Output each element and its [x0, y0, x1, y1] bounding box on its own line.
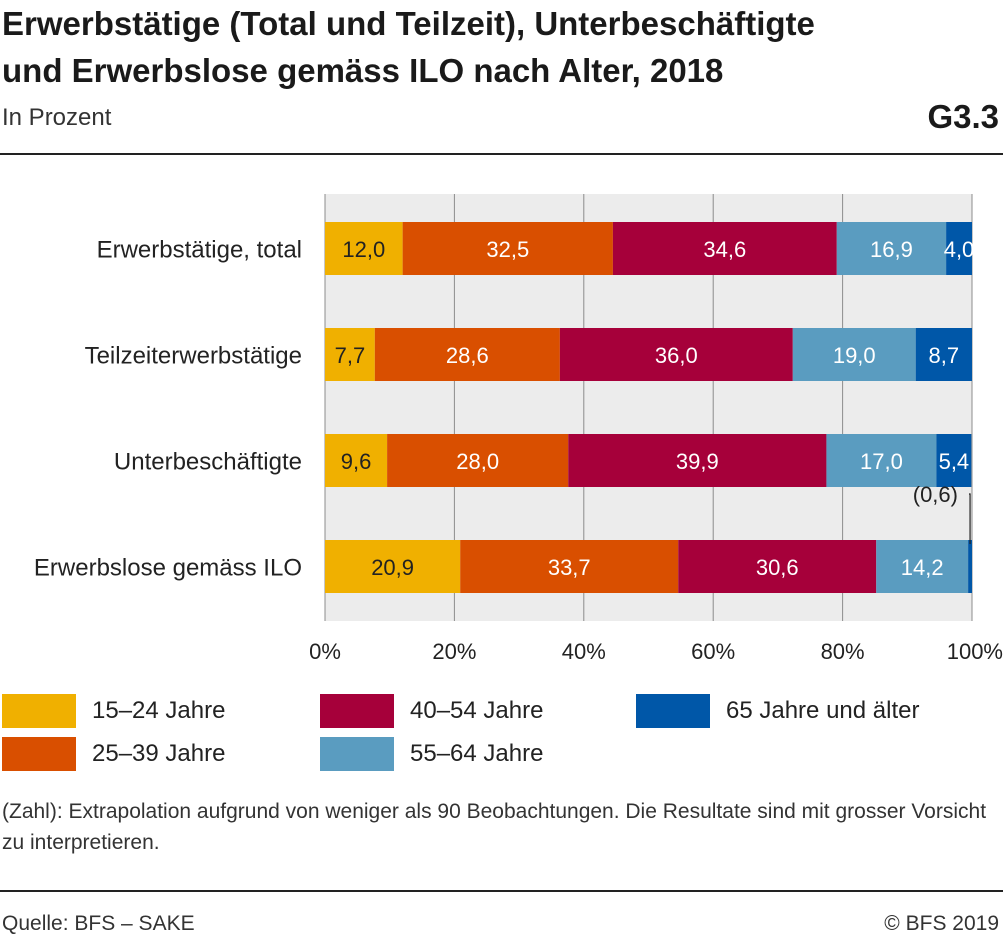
data-label: 28,0 [456, 449, 499, 474]
bar-segment [325, 222, 403, 275]
chart-title-line-1: Erwerbstätige (Total und Teilzeit), Unte… [2, 5, 815, 42]
bar-segment [836, 222, 947, 275]
category-label: Teilzeiterwerbstätige [85, 343, 302, 370]
data-label-callout: (0,6) [913, 482, 958, 507]
chart-title: Erwerbstätige (Total und Teilzeit), Unte… [2, 0, 992, 94]
bar-segment [374, 328, 560, 381]
bar-segment [325, 328, 375, 381]
data-label: 4,0 [944, 237, 975, 262]
data-label: 39,9 [676, 449, 719, 474]
legend: 15–24 Jahre 25–39 Jahre 40–54 Jahre 55–6… [0, 686, 1005, 786]
bar-segment [968, 540, 972, 593]
bar-segment [559, 328, 793, 381]
bar-segment [946, 222, 972, 275]
bar-segment [325, 540, 461, 593]
legend-label-15-24: 15–24 Jahre [92, 697, 226, 724]
legend-swatch-55-64 [320, 737, 394, 771]
data-label: 9,6 [341, 449, 372, 474]
x-tick-label: 40% [562, 639, 606, 664]
bar-segment [876, 540, 969, 593]
bar-segment [460, 540, 679, 593]
bar-segment [678, 540, 877, 593]
x-tick-label: 20% [432, 639, 476, 664]
legend-swatch-65-plus [636, 694, 710, 728]
legend-item-65-plus: 65 Jahre und älter [636, 694, 919, 728]
bar-segment [915, 328, 972, 381]
legend-swatch-25-39 [2, 737, 76, 771]
data-label: 16,9 [870, 237, 913, 262]
legend-label-40-54: 40–54 Jahre [410, 697, 544, 724]
stacked-bar-chart: Erwerbstätige, total 12,0 32,5 34,6 16,9 4,0 T… [34, 194, 1003, 664]
data-label: 19,0 [833, 343, 876, 368]
bar-segment [612, 222, 837, 275]
category-label: Erwerbslose gemäss ILO [34, 555, 302, 582]
callout-leader [969, 493, 971, 544]
x-tick-label: 60% [691, 639, 735, 664]
bar-segment [325, 434, 388, 487]
x-tick-label: 100% [947, 639, 1003, 664]
legend-swatch-15-24 [2, 694, 76, 728]
category-label: Unterbeschäftigte [114, 449, 302, 476]
bar-segment [826, 434, 937, 487]
copyright-note: © BFS 2019 [884, 912, 999, 935]
chart-code: G3.3 [927, 98, 999, 135]
data-label: 5,4 [939, 449, 970, 474]
legend-label-65-plus: 65 Jahre und älter [726, 697, 920, 724]
legend-label-25-39: 25–39 Jahre [92, 740, 226, 767]
data-label: 28,6 [446, 343, 489, 368]
legend-item-40-54: 40–54 Jahre [320, 694, 543, 728]
data-label: 33,7 [548, 555, 591, 580]
legend-label-55-64: 55–64 Jahre [410, 740, 544, 767]
data-label: 36,0 [655, 343, 698, 368]
data-label: 20,9 [371, 555, 414, 580]
category-label: Erwerbstätige, total [97, 237, 302, 264]
chart-title-line-2: und Erwerbslose gemäss ILO nach Alter, 2… [2, 52, 724, 89]
bar-segment [568, 434, 827, 487]
data-label: 7,7 [335, 343, 366, 368]
top-divider [0, 153, 1003, 155]
x-tick-label: 0% [309, 639, 341, 664]
legend-item-15-24: 15–24 Jahre [2, 694, 225, 728]
data-label: 14,2 [901, 555, 944, 580]
source-note: Quelle: BFS – SAKE [2, 912, 195, 935]
legend-item-25-39: 25–39 Jahre [2, 737, 225, 771]
bar-segment [387, 434, 569, 487]
bottom-divider [0, 890, 1003, 892]
x-tick-label: 80% [821, 639, 865, 664]
data-label: 34,6 [703, 237, 746, 262]
bar-segment [402, 222, 613, 275]
legend-item-55-64: 55–64 Jahre [320, 737, 543, 771]
data-label: 30,6 [756, 555, 799, 580]
legend-swatch-40-54 [320, 694, 394, 728]
chart-subtitle: In Prozent [2, 104, 112, 131]
bar-segment [792, 328, 916, 381]
footnote: (Zahl): Extrapolation aufgrund von wenig… [2, 800, 987, 854]
data-label: 12,0 [342, 237, 385, 262]
data-label: 17,0 [860, 449, 903, 474]
bar-segment [936, 434, 972, 487]
data-label: 8,7 [929, 343, 960, 368]
data-label: 32,5 [486, 237, 529, 262]
